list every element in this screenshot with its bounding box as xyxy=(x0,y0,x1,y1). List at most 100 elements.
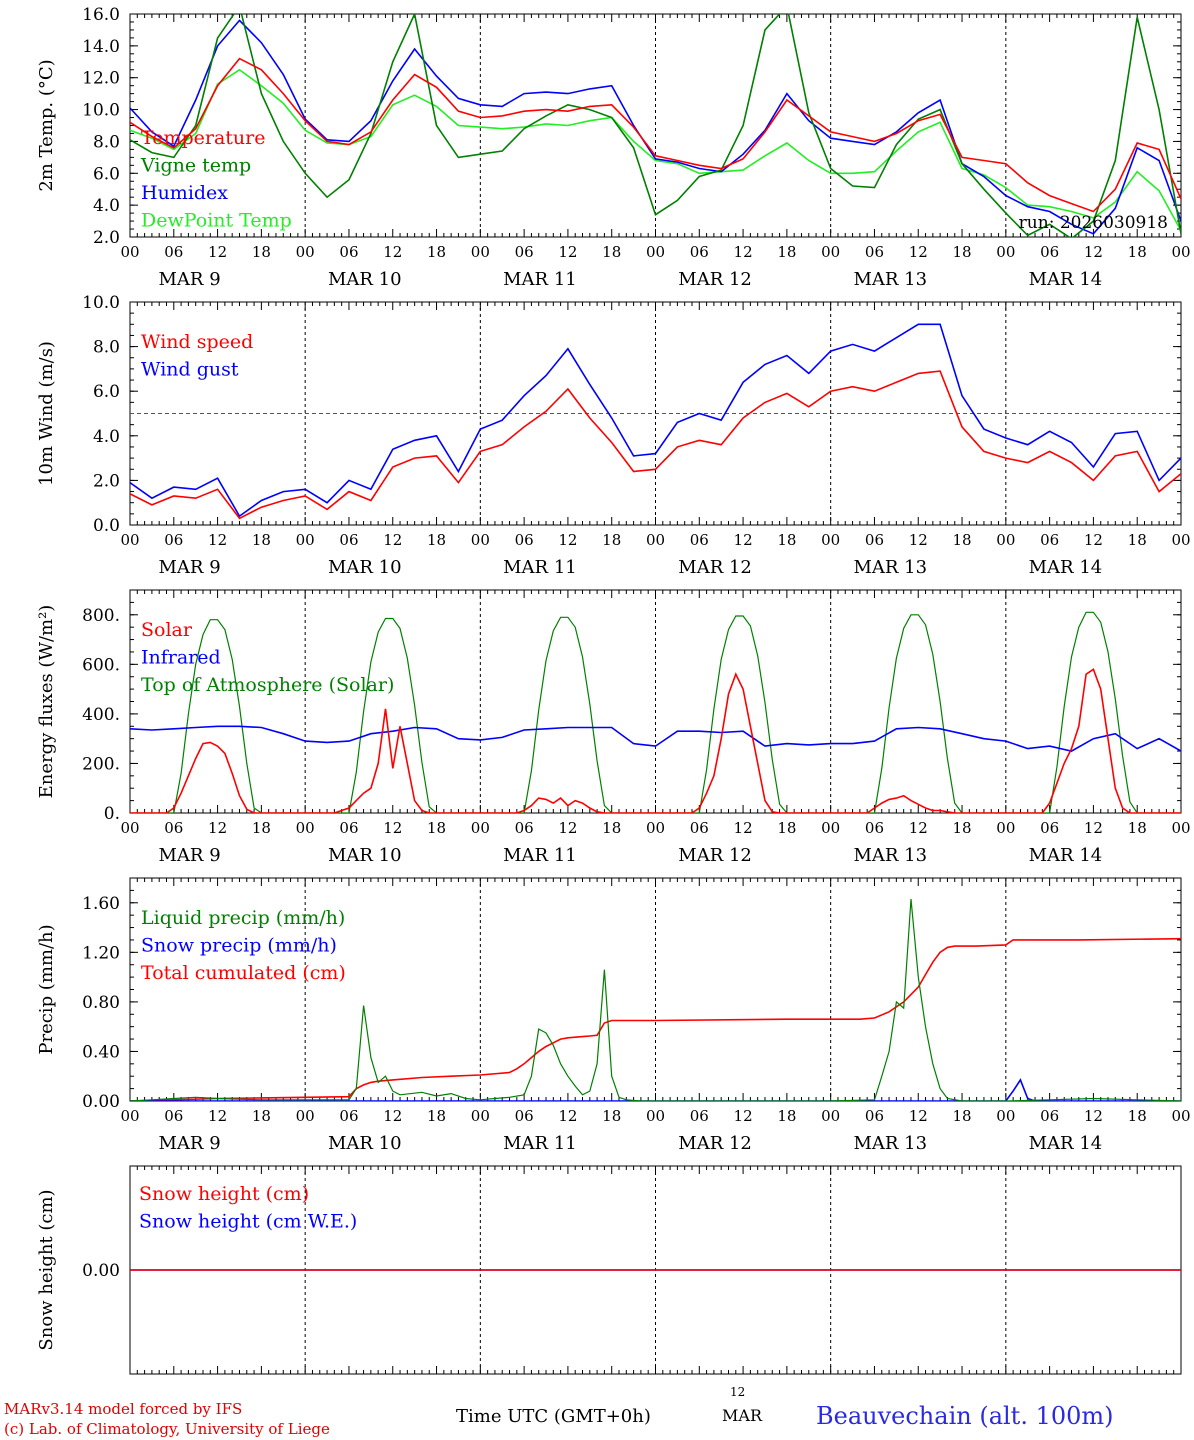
x-tick-label: 18 xyxy=(602,531,621,549)
x-tick-label: 18 xyxy=(952,531,971,549)
x-tick-label: 18 xyxy=(427,819,446,837)
legend-entry: Solar xyxy=(141,619,193,641)
legend-entry: Total cumulated (cm) xyxy=(141,962,346,984)
series-line-humidex xyxy=(130,19,1181,235)
y-tick-label: 2.0 xyxy=(93,228,120,248)
x-tick-label: 18 xyxy=(952,243,971,261)
day-label: MAR 12 xyxy=(678,1133,752,1154)
x-tick-label: 00 xyxy=(471,819,490,837)
y-axis-title: Snow height (cm) xyxy=(36,1189,57,1350)
y-tick-label: 0. xyxy=(104,804,120,824)
x-tick-label: 18 xyxy=(427,1107,446,1125)
day-label: MAR 12 xyxy=(678,557,752,578)
x-tick-label: 00 xyxy=(646,1107,665,1125)
day-label: MAR 13 xyxy=(853,557,927,578)
series-line-total-cumulated-cm- xyxy=(130,937,1181,1101)
x-tick-label: 12 xyxy=(1084,243,1103,261)
day-label: MAR 10 xyxy=(328,845,402,866)
day-label: MAR 14 xyxy=(1029,269,1103,290)
day-label: MAR 10 xyxy=(328,557,402,578)
x-tick-label: 00 xyxy=(120,1107,139,1125)
x-tick-label: 06 xyxy=(339,819,358,837)
y-tick-label: 10.0 xyxy=(82,293,120,313)
x-tick-label: 00 xyxy=(996,1107,1015,1125)
x-tick-label: 18 xyxy=(777,1107,796,1125)
x-tick-label: 06 xyxy=(339,531,358,549)
y-tick-label: 12.0 xyxy=(82,69,120,89)
x-tick-label: 12 xyxy=(383,1107,402,1125)
center-month-label: MAR xyxy=(722,1406,762,1425)
y-tick-label: 0.80 xyxy=(82,993,120,1013)
day-label: MAR 10 xyxy=(328,269,402,290)
x-tick-label: 00 xyxy=(120,243,139,261)
x-tick-label: 00 xyxy=(996,819,1015,837)
legend-entry: Humidex xyxy=(141,182,228,204)
series-line-temperature xyxy=(130,57,1181,213)
x-tick-label: 06 xyxy=(690,819,709,837)
x-tick-label: 00 xyxy=(1171,1107,1190,1125)
plot-frame xyxy=(129,13,1182,238)
x-tick-label: 12 xyxy=(909,1107,928,1125)
series-line-vigne-temp xyxy=(130,14,1181,237)
x-tick-label: 06 xyxy=(515,819,534,837)
y-tick-label: 400. xyxy=(82,705,120,725)
x-tick-label: 18 xyxy=(1128,819,1147,837)
x-tick-label: 00 xyxy=(821,531,840,549)
x-tick-label: 18 xyxy=(777,243,796,261)
x-tick-label: 12 xyxy=(558,1107,577,1125)
legend-entry: Top of Atmosphere (Solar) xyxy=(141,674,394,696)
day-label: MAR 9 xyxy=(159,557,221,578)
center-day-label: 12 xyxy=(730,1385,746,1399)
x-tick-label: 12 xyxy=(383,243,402,261)
x-tick-label: 06 xyxy=(865,243,884,261)
x-tick-label: 12 xyxy=(383,531,402,549)
x-tick-label: 00 xyxy=(821,243,840,261)
x-tick-label: 00 xyxy=(821,1107,840,1125)
day-label: MAR 12 xyxy=(678,845,752,866)
x-tick-label: 06 xyxy=(1040,819,1059,837)
x-tick-label: 12 xyxy=(208,243,227,261)
y-tick-label: 800. xyxy=(82,606,120,626)
y-tick-label: 1.20 xyxy=(82,943,120,963)
x-tick-label: 06 xyxy=(164,819,183,837)
series-line-liquid-precip-mm-h- xyxy=(130,899,1181,1101)
credit-line-1: MARv3.14 model forced by IFS xyxy=(4,1400,243,1418)
x-tick-label: 00 xyxy=(471,243,490,261)
y-tick-label: 600. xyxy=(82,655,120,675)
x-tick-label: 00 xyxy=(296,1107,315,1125)
x-tick-label: 12 xyxy=(734,1107,753,1125)
x-tick-label: 12 xyxy=(558,531,577,549)
day-label: MAR 11 xyxy=(503,557,577,578)
day-label: MAR 13 xyxy=(853,1133,927,1154)
day-label: MAR 14 xyxy=(1029,557,1103,578)
x-tick-label: 00 xyxy=(1171,531,1190,549)
station-label: Beauvechain (alt. 100m) xyxy=(816,1402,1114,1430)
series-line-infrared xyxy=(130,725,1181,752)
x-tick-label: 00 xyxy=(296,819,315,837)
x-tick-label: 00 xyxy=(120,531,139,549)
x-tick-label: 12 xyxy=(208,1107,227,1125)
x-tick-label: 18 xyxy=(252,531,271,549)
legend-entry: Wind gust xyxy=(141,359,239,381)
x-tick-label: 00 xyxy=(646,819,665,837)
x-tick-label: 12 xyxy=(909,531,928,549)
x-tick-label: 12 xyxy=(909,819,928,837)
day-label: MAR 12 xyxy=(678,269,752,290)
day-label: MAR 9 xyxy=(159,845,221,866)
y-tick-label: 0.00 xyxy=(82,1261,120,1281)
legend-entry: Infrared xyxy=(141,647,221,669)
x-tick-label: 06 xyxy=(339,1107,358,1125)
x-tick-label: 06 xyxy=(1040,1107,1059,1125)
x-tick-label: 00 xyxy=(471,531,490,549)
panel-wind xyxy=(129,301,1182,526)
x-tick-label: 06 xyxy=(1040,531,1059,549)
x-tick-label: 00 xyxy=(646,243,665,261)
y-tick-label: 6.0 xyxy=(93,382,120,402)
day-label: MAR 10 xyxy=(328,1133,402,1154)
series-line-wind-speed xyxy=(130,370,1181,520)
x-tick-label: 06 xyxy=(339,243,358,261)
x-tick-label: 18 xyxy=(602,1107,621,1125)
x-tick-label: 18 xyxy=(427,531,446,549)
x-tick-label: 06 xyxy=(1040,243,1059,261)
x-tick-label: 18 xyxy=(602,819,621,837)
